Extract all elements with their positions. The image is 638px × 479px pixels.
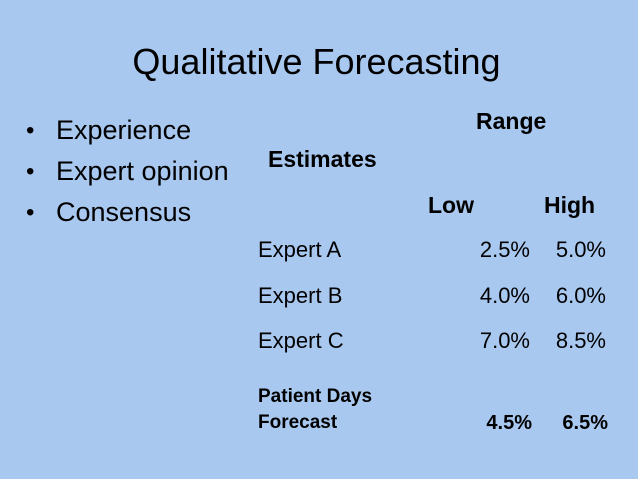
table-row-name: Expert B xyxy=(258,283,343,308)
bullet-item: • Expert opinion xyxy=(26,155,236,188)
forecast-high: 6.5% xyxy=(562,412,608,434)
bullet-item: • Consensus xyxy=(26,196,236,229)
table-row-name: Expert C xyxy=(258,328,344,353)
low-header: Low xyxy=(428,192,474,218)
bullet-dot-icon: • xyxy=(26,117,35,144)
range-header: Range xyxy=(476,108,547,134)
forecast-label-line1: Patient Days xyxy=(258,386,373,407)
high-header: High xyxy=(544,192,596,218)
forecast-label-line2: Forecast xyxy=(258,412,338,433)
table-row-low: 7.0% xyxy=(479,328,530,353)
bullet-text: Experience xyxy=(56,115,192,145)
table-row-name: Expert A xyxy=(258,237,342,262)
table-row-high: 8.5% xyxy=(555,328,606,353)
table-row-high: 5.0% xyxy=(555,237,606,262)
bullet-text: Expert opinion xyxy=(56,156,229,186)
bullet-dot-icon: • xyxy=(26,158,35,185)
table-row-high: 6.0% xyxy=(555,283,606,308)
slide-title: Qualitative Forecasting xyxy=(132,41,501,82)
bullet-dot-icon: • xyxy=(26,199,35,226)
forecast-low: 4.5% xyxy=(486,412,532,434)
bullet-text: Consensus xyxy=(56,197,192,227)
bullet-list: • Experience • Expert opinion • Consensu… xyxy=(26,114,236,237)
table-row-low: 2.5% xyxy=(479,237,530,262)
estimates-header: Estimates xyxy=(268,146,377,172)
table-row-low: 4.0% xyxy=(479,283,530,308)
bullet-item: • Experience xyxy=(26,114,236,147)
